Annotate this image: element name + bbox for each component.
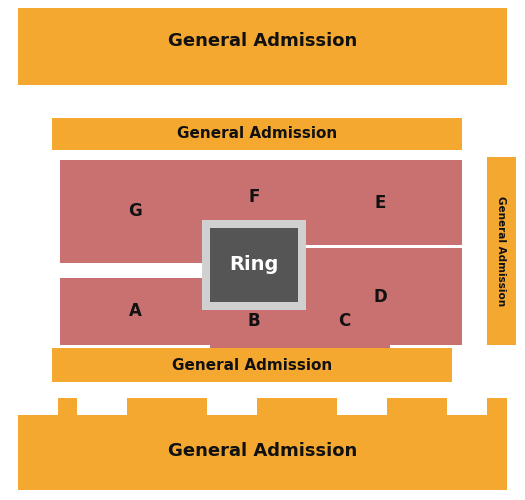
Bar [487, 157, 516, 345]
Bar [298, 295, 390, 348]
Text: General Admission: General Admission [168, 32, 357, 50]
Bar [298, 160, 462, 245]
Bar [202, 220, 306, 310]
Bar [207, 85, 257, 102]
Bar [447, 85, 487, 102]
Bar [60, 160, 210, 263]
Text: E: E [374, 194, 386, 212]
Bar [18, 398, 507, 490]
Bar [210, 295, 298, 348]
Bar [207, 398, 257, 415]
Bar [77, 85, 127, 102]
Text: General Admission: General Admission [168, 442, 357, 460]
Text: B: B [248, 312, 260, 330]
Text: Ring: Ring [229, 256, 279, 274]
Text: General Admission: General Admission [172, 358, 332, 372]
Text: A: A [129, 302, 141, 320]
Bar [18, 398, 58, 415]
Bar [210, 160, 298, 235]
Bar [18, 8, 507, 85]
Bar [60, 278, 210, 345]
Bar [337, 85, 387, 102]
Text: C: C [338, 312, 350, 330]
Bar [298, 248, 462, 345]
Text: F: F [248, 188, 260, 206]
Bar [210, 228, 298, 302]
Bar [77, 398, 127, 415]
Bar [52, 348, 452, 382]
Bar [337, 398, 387, 415]
Bar [447, 398, 487, 415]
Text: D: D [373, 288, 387, 306]
Text: General Admission: General Admission [497, 196, 507, 306]
Text: G: G [128, 202, 142, 220]
Bar [52, 118, 462, 150]
Text: General Admission: General Admission [177, 126, 337, 142]
